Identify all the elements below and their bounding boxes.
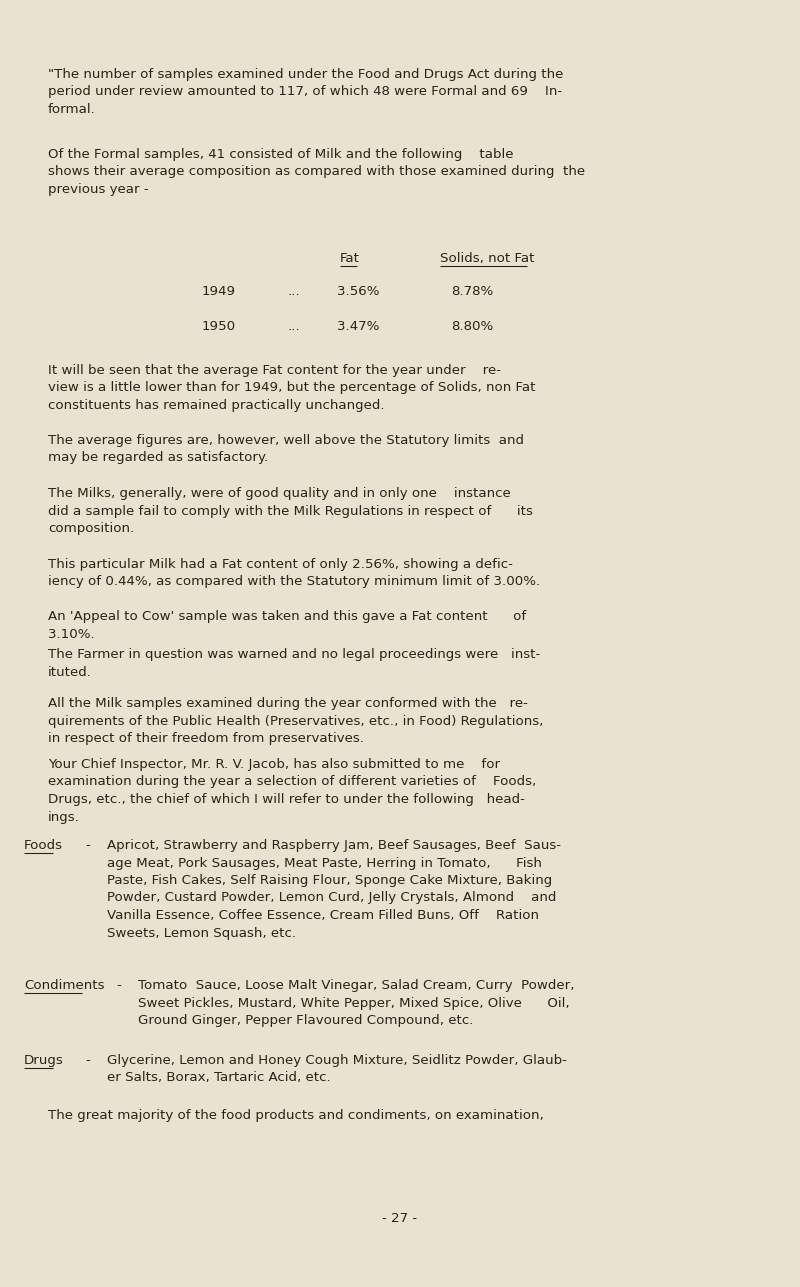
Text: age Meat, Pork Sausages, Meat Paste, Herring in Tomato,      Fish: age Meat, Pork Sausages, Meat Paste, Her… <box>107 857 542 870</box>
Text: Drugs, etc., the chief of which I will refer to under the following   head-: Drugs, etc., the chief of which I will r… <box>48 793 525 806</box>
Text: Glycerine, Lemon and Honey Cough Mixture, Seidlitz Powder, Glaub-: Glycerine, Lemon and Honey Cough Mixture… <box>107 1054 567 1067</box>
Text: examination during the year a selection of different varieties of    Foods,: examination during the year a selection … <box>48 776 536 789</box>
Text: 3.47%: 3.47% <box>337 320 379 333</box>
Text: er Salts, Borax, Tartaric Acid, etc.: er Salts, Borax, Tartaric Acid, etc. <box>107 1072 330 1085</box>
Text: Sweet Pickles, Mustard, White Pepper, Mixed Spice, Olive      Oil,: Sweet Pickles, Mustard, White Pepper, Mi… <box>138 996 570 1009</box>
Text: quirements of the Public Health (Preservatives, etc., in Food) Regulations,: quirements of the Public Health (Preserv… <box>48 714 543 727</box>
Text: did a sample fail to comply with the Milk Regulations in respect of      its: did a sample fail to comply with the Mil… <box>48 505 533 517</box>
Text: Tomato  Sauce, Loose Malt Vinegar, Salad Cream, Curry  Powder,: Tomato Sauce, Loose Malt Vinegar, Salad … <box>138 979 574 992</box>
Text: Sweets, Lemon Squash, etc.: Sweets, Lemon Squash, etc. <box>107 927 296 940</box>
Text: The Milks, generally, were of good quality and in only one    instance: The Milks, generally, were of good quali… <box>48 486 510 501</box>
Text: All the Milk samples examined during the year conformed with the   re-: All the Milk samples examined during the… <box>48 698 528 710</box>
Text: shows their average composition as compared with those examined during  the: shows their average composition as compa… <box>48 166 585 179</box>
Text: Apricot, Strawberry and Raspberry Jam, Beef Sausages, Beef  Saus-: Apricot, Strawberry and Raspberry Jam, B… <box>107 839 561 852</box>
Text: composition.: composition. <box>48 523 134 535</box>
Text: 8.80%: 8.80% <box>451 320 494 333</box>
Text: The great majority of the food products and condiments, on examination,: The great majority of the food products … <box>48 1109 544 1122</box>
Text: ings.: ings. <box>48 811 80 824</box>
Text: The average figures are, however, well above the Statutory limits  and: The average figures are, however, well a… <box>48 434 524 447</box>
Text: Solids, not Fat: Solids, not Fat <box>440 252 534 265</box>
Text: 1950: 1950 <box>202 320 236 333</box>
Text: may be regarded as satisfactory.: may be regarded as satisfactory. <box>48 452 268 465</box>
Text: The Farmer in question was warned and no legal proceedings were   inst-: The Farmer in question was warned and no… <box>48 647 540 662</box>
Text: Of the Formal samples, 41 consisted of Milk and the following    table: Of the Formal samples, 41 consisted of M… <box>48 148 514 161</box>
Text: Your Chief Inspector, Mr. R. V. Jacob, has also submitted to me    for: Your Chief Inspector, Mr. R. V. Jacob, h… <box>48 758 500 771</box>
Text: -: - <box>85 1054 90 1067</box>
Text: period under review amounted to 117, of which 48 were Formal and 69    In-: period under review amounted to 117, of … <box>48 85 562 99</box>
Text: Paste, Fish Cakes, Self Raising Flour, Sponge Cake Mixture, Baking: Paste, Fish Cakes, Self Raising Flour, S… <box>107 874 552 887</box>
Text: Foods: Foods <box>24 839 63 852</box>
Text: An 'Appeal to Cow' sample was taken and this gave a Fat content      of: An 'Appeal to Cow' sample was taken and … <box>48 610 526 623</box>
Text: iency of 0.44%, as compared with the Statutory minimum limit of 3.00%.: iency of 0.44%, as compared with the Sta… <box>48 575 540 588</box>
Text: view is a little lower than for 1949, but the percentage of Solids, non Fat: view is a little lower than for 1949, bu… <box>48 381 535 395</box>
Text: ...: ... <box>288 320 301 333</box>
Text: in respect of their freedom from preservatives.: in respect of their freedom from preserv… <box>48 732 364 745</box>
Text: ituted.: ituted. <box>48 665 92 678</box>
Text: formal.: formal. <box>48 103 96 116</box>
Text: 1949: 1949 <box>202 284 236 299</box>
Text: It will be seen that the average Fat content for the year under    re-: It will be seen that the average Fat con… <box>48 364 501 377</box>
Text: Fat: Fat <box>340 252 360 265</box>
Text: Condiments: Condiments <box>24 979 105 992</box>
Text: -: - <box>85 839 90 852</box>
Text: Ground Ginger, Pepper Flavoured Compound, etc.: Ground Ginger, Pepper Flavoured Compound… <box>138 1014 474 1027</box>
Text: - 27 -: - 27 - <box>382 1212 418 1225</box>
Text: previous year -: previous year - <box>48 183 149 196</box>
Text: constituents has remained practically unchanged.: constituents has remained practically un… <box>48 399 385 412</box>
Text: 3.10%.: 3.10%. <box>48 628 94 641</box>
Text: 3.56%: 3.56% <box>337 284 379 299</box>
Text: 8.78%: 8.78% <box>451 284 494 299</box>
Text: This particular Milk had a Fat content of only 2.56%, showing a defic-: This particular Milk had a Fat content o… <box>48 559 513 571</box>
Text: Drugs: Drugs <box>24 1054 64 1067</box>
Text: ...: ... <box>288 284 301 299</box>
Text: Vanilla Essence, Coffee Essence, Cream Filled Buns, Off    Ration: Vanilla Essence, Coffee Essence, Cream F… <box>107 909 539 921</box>
Text: -: - <box>116 979 121 992</box>
Text: "The number of samples examined under the Food and Drugs Act during the: "The number of samples examined under th… <box>48 68 563 81</box>
Text: Powder, Custard Powder, Lemon Curd, Jelly Crystals, Almond    and: Powder, Custard Powder, Lemon Curd, Jell… <box>107 892 556 905</box>
